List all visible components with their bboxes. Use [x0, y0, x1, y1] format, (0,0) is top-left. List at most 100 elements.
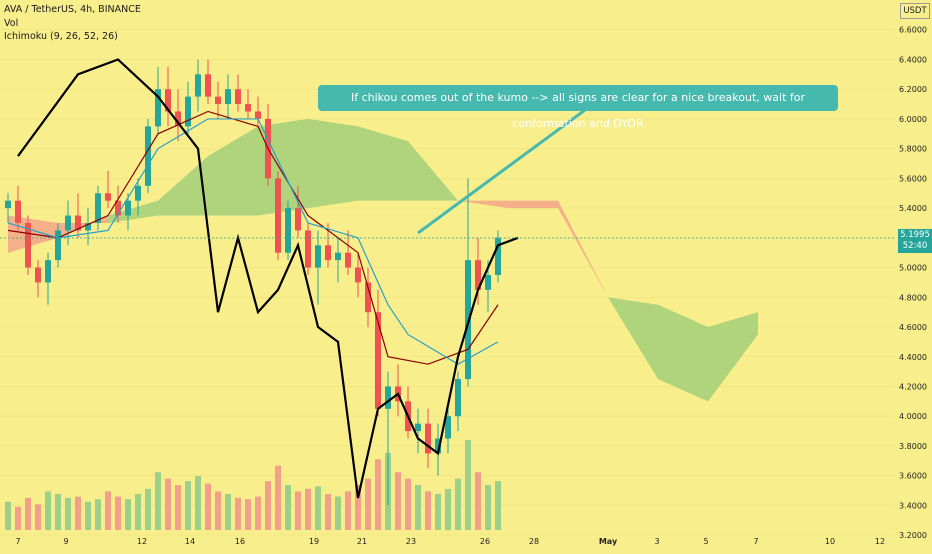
- symbol-title: AVA / TetherUS, 4h, BINANCE: [4, 4, 141, 15]
- kumo-segment: [608, 297, 658, 380]
- candle-body: [185, 96, 191, 127]
- candle-body: [165, 89, 171, 112]
- kumo-segment: [658, 304, 708, 402]
- volume-bar: [65, 497, 71, 530]
- volume-bar: [465, 440, 471, 530]
- volume-bar: [165, 478, 171, 530]
- x-tick-label: 26: [480, 537, 490, 546]
- volume-bar: [335, 496, 341, 530]
- candle-body: [25, 222, 31, 268]
- x-tick-label: 3: [654, 537, 659, 546]
- tenkan-line: [7, 118, 499, 365]
- y-tick-label: 5.8000: [899, 145, 927, 154]
- y-tick-label: 5.4000: [899, 204, 927, 213]
- axis-unit-label[interactable]: USDT: [900, 3, 930, 19]
- chikou-line: [17, 58, 519, 499]
- y-tick-label: 4.6000: [899, 323, 927, 332]
- candle-countdown: 52:40: [902, 241, 928, 251]
- y-tick-label: 3.6000: [899, 472, 927, 481]
- volume-bar: [355, 485, 361, 530]
- y-tick-label: 4.0000: [899, 412, 927, 421]
- volume-bar: [35, 504, 41, 530]
- volume-bar: [175, 485, 181, 530]
- candle-body: [495, 237, 501, 275]
- x-tick-label: 7: [753, 537, 758, 546]
- kumo-segment: [358, 126, 408, 201]
- volume-bar: [455, 478, 461, 530]
- volume-bar: [495, 481, 501, 530]
- volume-bar: [325, 494, 331, 530]
- y-tick-label: 6.0000: [899, 115, 927, 124]
- candle-body: [315, 245, 321, 268]
- y-tick-label: 3.8000: [899, 442, 927, 451]
- volume-bar: [45, 491, 51, 530]
- candle-body: [105, 193, 111, 201]
- y-tick-label: 3.4000: [899, 501, 927, 510]
- x-tick-label: 12: [875, 537, 885, 546]
- volume-bar: [375, 459, 381, 530]
- candle-body: [95, 193, 101, 223]
- last-price-badge: 5.1995 52:40: [898, 229, 932, 253]
- candle-body: [175, 111, 181, 127]
- volume-bar: [315, 486, 321, 530]
- volume-bar: [185, 481, 191, 530]
- candle-body: [15, 200, 21, 223]
- volume-bar: [105, 491, 111, 530]
- candle-body: [335, 252, 341, 261]
- volume-bar: [305, 488, 311, 530]
- volume-bar: [205, 483, 211, 530]
- y-tick-label: 5.0000: [899, 264, 927, 273]
- volume-bar: [145, 488, 151, 530]
- candle-body: [135, 185, 141, 201]
- ichimoku-lines: [7, 58, 519, 499]
- kumo-segment: [458, 200, 508, 209]
- x-tick-label: 12: [137, 537, 147, 546]
- candle-body: [275, 178, 281, 253]
- candle-body: [385, 386, 391, 409]
- candle-body: [155, 89, 161, 127]
- annotation-callout[interactable]: If chikou comes out of the kumo --> all …: [318, 85, 838, 130]
- volume-bar: [435, 494, 441, 530]
- volume-bar: [265, 481, 271, 530]
- y-tick-label: 4.8000: [899, 293, 927, 302]
- volume-bar: [345, 491, 351, 530]
- volume-layer: [5, 440, 501, 530]
- y-tick-label: 3.2000: [899, 531, 927, 540]
- x-tick-label: 14: [185, 537, 195, 546]
- x-tick-label: May: [599, 537, 618, 546]
- candle-body: [45, 260, 51, 283]
- kumo-segment: [708, 312, 758, 402]
- x-tick-label: 10: [825, 537, 835, 546]
- y-tick-label: 4.2000: [899, 382, 927, 391]
- volume-bar: [475, 472, 481, 530]
- volume-bar: [285, 485, 291, 530]
- candle-body: [5, 200, 11, 209]
- candle-body: [375, 312, 381, 409]
- volume-bar: [5, 501, 11, 530]
- volume-bar: [195, 476, 201, 530]
- kumo-segment: [558, 200, 608, 298]
- kumo-cloud: [8, 118, 758, 402]
- volume-bar: [245, 499, 251, 530]
- candle-body: [295, 208, 301, 231]
- volume-bar: [425, 491, 431, 530]
- x-axis-ticks: 7 9 12 14 16 19 21 23 26 28 May 3 5 7 10 12: [15, 537, 885, 546]
- candle-body: [85, 222, 91, 231]
- volume-bar: [405, 478, 411, 530]
- volume-bar: [155, 472, 161, 530]
- candle-body: [365, 282, 371, 313]
- candle-body: [35, 267, 41, 283]
- candle-body: [55, 230, 61, 261]
- volume-bar: [445, 488, 451, 530]
- volume-bar: [55, 494, 61, 530]
- volume-bar: [125, 499, 131, 530]
- y-tick-label: 6.4000: [899, 55, 927, 64]
- x-tick-label: 28: [529, 537, 539, 546]
- kumo-segment: [158, 156, 208, 216]
- candle-body: [225, 89, 231, 105]
- volume-bar: [235, 497, 241, 530]
- volume-bar: [485, 485, 491, 530]
- volume-bar: [225, 494, 231, 530]
- candle-body: [355, 267, 361, 283]
- volume-bar: [295, 491, 301, 530]
